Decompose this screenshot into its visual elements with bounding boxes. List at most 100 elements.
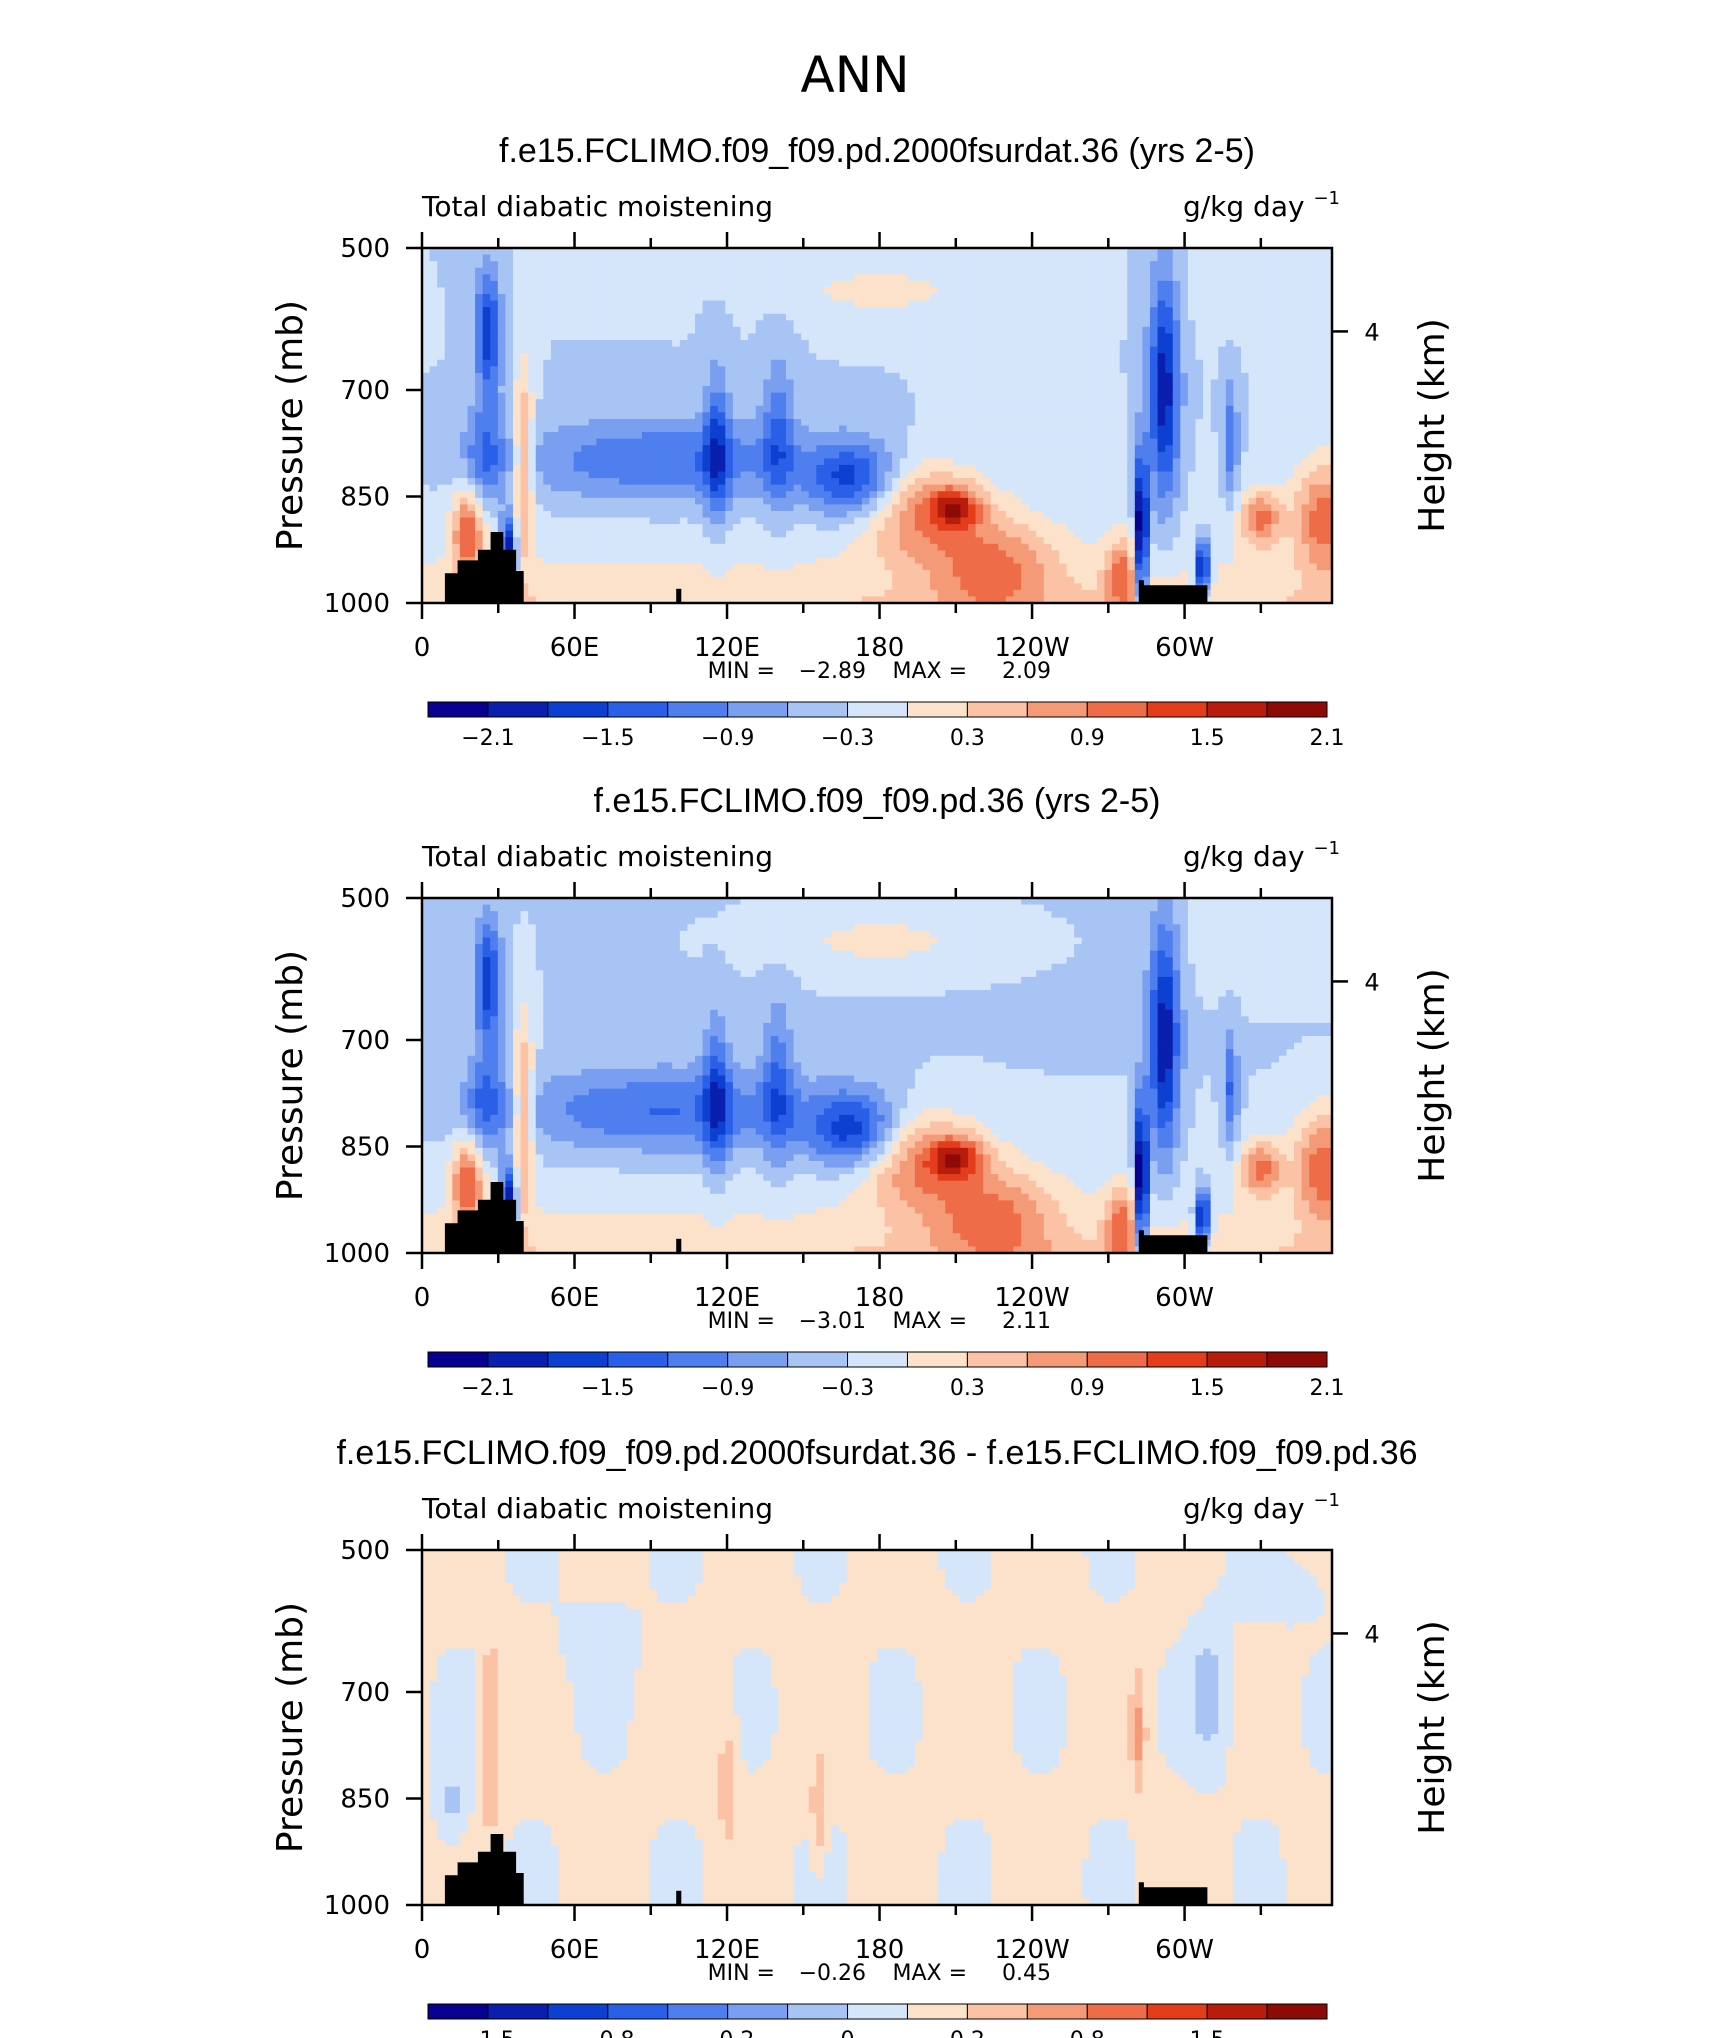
heatmap-cell [793,497,802,505]
heatmap-cell [839,340,848,348]
heatmap-cell [475,326,484,335]
heatmap-cell [710,418,719,427]
heatmap-cell [952,497,962,505]
heatmap-cell [497,524,507,532]
heatmap-cell [452,530,461,538]
heatmap-cell [922,596,931,604]
heatmap-cell [823,570,833,578]
heatmap-cell [611,287,620,295]
heatmap-cell [604,254,613,262]
heatmap-cell [1028,484,1037,492]
heatmap-cell [945,537,954,545]
heatmap-cell [710,267,719,275]
heatmap-cell [1021,386,1030,394]
heatmap-cell [770,405,780,413]
heatmap-cell [1081,267,1090,275]
heatmap-cell [543,399,552,407]
heatmap-cell [626,254,635,262]
heatmap-cell [786,550,795,558]
heatmap-cell [1005,267,1015,275]
heatmap-cell [459,287,469,295]
heatmap-cell [740,300,749,308]
heatmap-cell [945,491,954,499]
heatmap-cell [846,287,855,295]
heatmap-cell [869,261,878,269]
heatmap-cell [763,294,772,302]
heatmap-cell [452,261,461,269]
heatmap-cell [535,353,544,361]
heatmap-cell [1059,464,1068,473]
heatmap-cell [1051,458,1060,466]
heatmap-cell [732,399,742,407]
heatmap-cell [467,386,476,394]
heatmap-cell [535,392,544,400]
heatmap-cell [687,267,696,275]
heatmap-cell [1021,438,1030,446]
heatmap-cell [1119,386,1128,394]
heatmap-cell [770,445,780,453]
heatmap-cell [588,248,598,256]
heatmap-cell [823,340,833,348]
heatmap-cell [869,274,878,282]
heatmap-cell [763,504,772,512]
heatmap-cell [990,412,999,420]
heatmap-cell [543,550,552,558]
heatmap-cell [611,412,620,420]
heatmap-cell [1089,530,1098,538]
heatmap-cell [1043,471,1053,479]
heatmap-cell [1051,550,1060,558]
heatmap-cell [907,326,916,335]
heatmap-cell [922,458,931,466]
heatmap-cell [1104,287,1113,295]
heatmap-cell [998,451,1007,459]
heatmap-cell [619,359,628,367]
heatmap-cell [520,386,529,394]
heatmap-cell [1104,451,1113,459]
heatmap-cell [892,478,901,486]
heatmap-cell [854,248,863,256]
heatmap-cell [968,307,977,315]
heatmap-cell [1043,254,1053,262]
heatmap-cell [1051,399,1060,407]
heatmap-cell [725,359,734,367]
heatmap-cell [740,524,749,532]
heatmap-cell [452,392,461,400]
heatmap-cell [497,320,507,328]
heatmap-cell [679,438,689,446]
heatmap-cell [1119,274,1128,282]
heatmap-cell [672,484,681,492]
heatmap-cell [748,556,757,565]
heatmap-cell [1028,248,1037,256]
heatmap-cell [983,491,992,499]
heatmap-cell [437,326,446,335]
heatmap-cell [869,386,878,394]
heatmap-cell [505,543,514,551]
heatmap-cell [604,294,613,302]
heatmap-cell [801,451,810,459]
heatmap-cell [611,451,620,459]
heatmap-cell [596,353,605,361]
heatmap-cell [1066,491,1075,499]
heatmap-cell [1066,346,1075,354]
heatmap-cell [983,340,992,348]
heatmap-cell [490,524,499,532]
heatmap-cell [588,458,598,466]
heatmap-cell [1005,386,1015,394]
heatmap-cell [702,359,711,367]
heatmap-cell [459,313,469,321]
heatmap-cell [444,412,453,420]
heatmap-cell [740,261,749,269]
heatmap-cell [1089,274,1098,282]
heatmap-cell [422,504,431,512]
heatmap-cell [998,274,1007,282]
heatmap-cell [968,267,977,275]
heatmap-cell [998,432,1007,440]
heatmap-cell [1119,248,1128,256]
heatmap-cell [990,478,999,486]
heatmap-cell [899,386,908,394]
heatmap-cell [945,261,954,269]
heatmap-cell [763,287,772,295]
heatmap-cell [884,405,893,413]
heatmap-cell [1089,418,1098,427]
heatmap-cell [619,596,628,604]
